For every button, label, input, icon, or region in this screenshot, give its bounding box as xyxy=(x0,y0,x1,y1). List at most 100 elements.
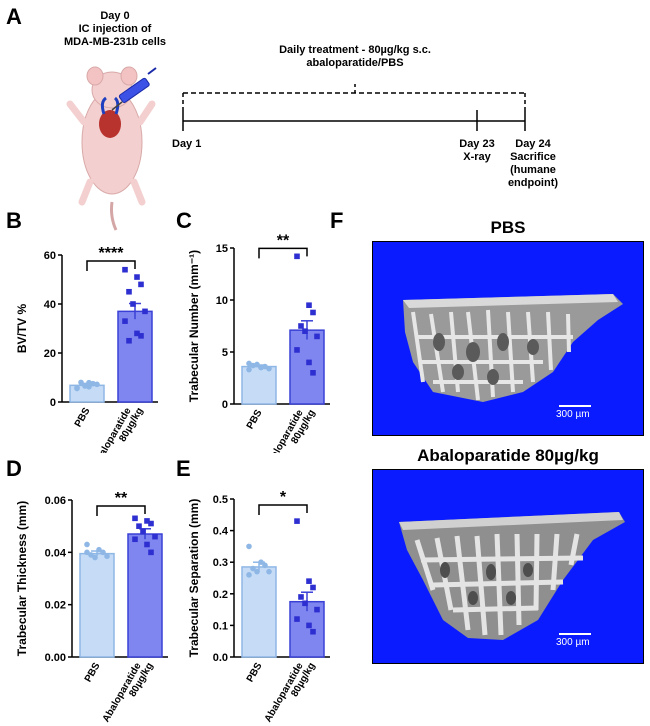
bone-render-pbs xyxy=(403,294,623,407)
data-point-abaloparatide xyxy=(302,600,308,607)
y-tick-label: 0.1 xyxy=(213,620,228,632)
y-tick-label: 0.06 xyxy=(45,495,66,507)
data-point-abaloparatide xyxy=(306,302,312,308)
data-point-pbs xyxy=(94,381,100,388)
x-category-label: PBS xyxy=(245,661,265,685)
data-point-pbs xyxy=(250,565,256,572)
data-point-abaloparatide xyxy=(294,518,300,524)
y-tick-label: 40 xyxy=(44,299,56,311)
mouse-illustration xyxy=(66,66,157,231)
y-tick-label: 15 xyxy=(216,243,228,255)
y-axis-label: Trabecular Number (mm⁻¹) xyxy=(187,250,201,402)
data-point-abaloparatide xyxy=(138,333,144,339)
data-point-pbs xyxy=(96,546,102,553)
micro-ct-title-pbs: PBS xyxy=(490,218,526,237)
y-tick-label: 20 xyxy=(44,348,56,360)
x-category-label: PBS xyxy=(83,661,103,685)
data-point-pbs xyxy=(82,383,88,389)
data-point-abaloparatide xyxy=(132,536,138,543)
data-point-abaloparatide xyxy=(298,323,304,329)
y-tick-label: 0.4 xyxy=(213,526,229,538)
chart-trabecular-separation: 0.0 0.1 0.2 0.3 0.4 0.5 Trabecular Separation … xyxy=(187,489,330,723)
data-point-pbs xyxy=(88,552,94,558)
significance-bracket xyxy=(258,247,308,259)
panel-letter-b: B xyxy=(6,208,22,233)
data-point-pbs xyxy=(100,549,106,556)
data-point-abaloparatide xyxy=(126,288,132,295)
y-tick-label: 0.3 xyxy=(213,557,228,569)
data-point-abaloparatide xyxy=(126,337,132,344)
scale-bar-label-abalo: 300 µm xyxy=(556,637,590,648)
data-point-pbs xyxy=(84,549,90,556)
y-tick-label: 0.00 xyxy=(45,652,66,664)
significance-label: **** xyxy=(99,245,125,262)
bone-render-abalo xyxy=(399,512,625,640)
data-point-abaloparatide xyxy=(136,523,142,529)
data-point-pbs xyxy=(258,559,264,565)
data-point-abaloparatide xyxy=(306,578,312,584)
data-point-abaloparatide xyxy=(152,533,158,540)
data-point-abaloparatide xyxy=(310,628,316,635)
data-point-pbs xyxy=(104,553,110,560)
data-point-abaloparatide xyxy=(148,520,154,527)
data-point-pbs xyxy=(266,568,272,575)
y-tick-label: 0.5 xyxy=(213,494,228,506)
data-point-pbs xyxy=(92,554,98,561)
significance-bracket xyxy=(86,260,136,271)
data-point-pbs xyxy=(262,562,268,569)
panel-letter-f: F xyxy=(330,208,344,233)
day23-label: Day 23 X-ray xyxy=(447,138,507,164)
y-axis-label: Trabecular Separation (mm) xyxy=(187,499,201,658)
day24-line2: Sacrifice xyxy=(510,151,556,163)
y-tick-label: 10 xyxy=(216,295,228,307)
data-point-abaloparatide xyxy=(306,359,312,366)
panel-letter-d: D xyxy=(6,456,22,481)
y-tick-label: 60 xyxy=(44,250,56,262)
day24-line1: Day 24 xyxy=(515,138,551,150)
panel-letter-c: C xyxy=(176,208,192,233)
significance-label: ** xyxy=(115,490,128,507)
y-tick-label: 0.02 xyxy=(45,600,66,612)
data-point-abaloparatide xyxy=(310,370,316,376)
day0-line3: MDA-MB-231b cells xyxy=(63,36,167,48)
data-point-abaloparatide xyxy=(134,330,140,337)
y-tick-label: 0.04 xyxy=(45,547,67,559)
data-point-abaloparatide xyxy=(294,347,300,353)
data-point-pbs xyxy=(246,366,252,373)
bar-abaloparatide xyxy=(289,329,325,405)
treatment-line2: abaloparatide/PBS xyxy=(306,57,404,69)
data-point-abaloparatide xyxy=(122,266,128,273)
data-point-abaloparatide xyxy=(314,606,320,613)
data-point-abaloparatide xyxy=(314,333,320,340)
bar-abaloparatide xyxy=(127,533,163,658)
data-point-pbs xyxy=(78,379,84,386)
bar-pbs xyxy=(241,365,277,405)
data-point-pbs xyxy=(74,384,80,391)
timeline-lines xyxy=(182,84,526,131)
treatment-label: Daily treatment - 80µg/kg s.c. abalopara… xyxy=(230,44,480,70)
data-point-abaloparatide xyxy=(148,549,154,556)
day0-line2: IC injection of xyxy=(78,23,152,35)
data-point-abaloparatide xyxy=(130,301,136,307)
day24-line4: endpoint) xyxy=(507,177,559,189)
significance-bracket xyxy=(96,505,146,516)
data-point-pbs xyxy=(254,568,260,575)
data-point-abaloparatide xyxy=(134,274,140,280)
y-tick-label: 0.0 xyxy=(213,652,228,664)
data-point-pbs xyxy=(246,543,252,550)
data-point-abaloparatide xyxy=(144,541,150,548)
micro-ct-image-abalo xyxy=(372,469,644,664)
panel-letter-e: E xyxy=(176,456,191,481)
data-point-abaloparatide xyxy=(298,594,304,600)
data-point-pbs xyxy=(86,379,92,386)
day1-label: Day 1 xyxy=(172,138,202,150)
day0-line1: Day 0 xyxy=(100,10,130,22)
x-category-label: PBS xyxy=(245,408,265,432)
y-axis-label: Trabecular Thickness (mm) xyxy=(15,501,29,656)
data-point-pbs xyxy=(84,541,90,548)
data-point-abaloparatide xyxy=(140,528,146,535)
bar-pbs xyxy=(79,552,115,658)
micro-ct-title-abalo: Abaloparatide 80µg/kg xyxy=(417,446,599,465)
significance-label: * xyxy=(280,489,287,506)
